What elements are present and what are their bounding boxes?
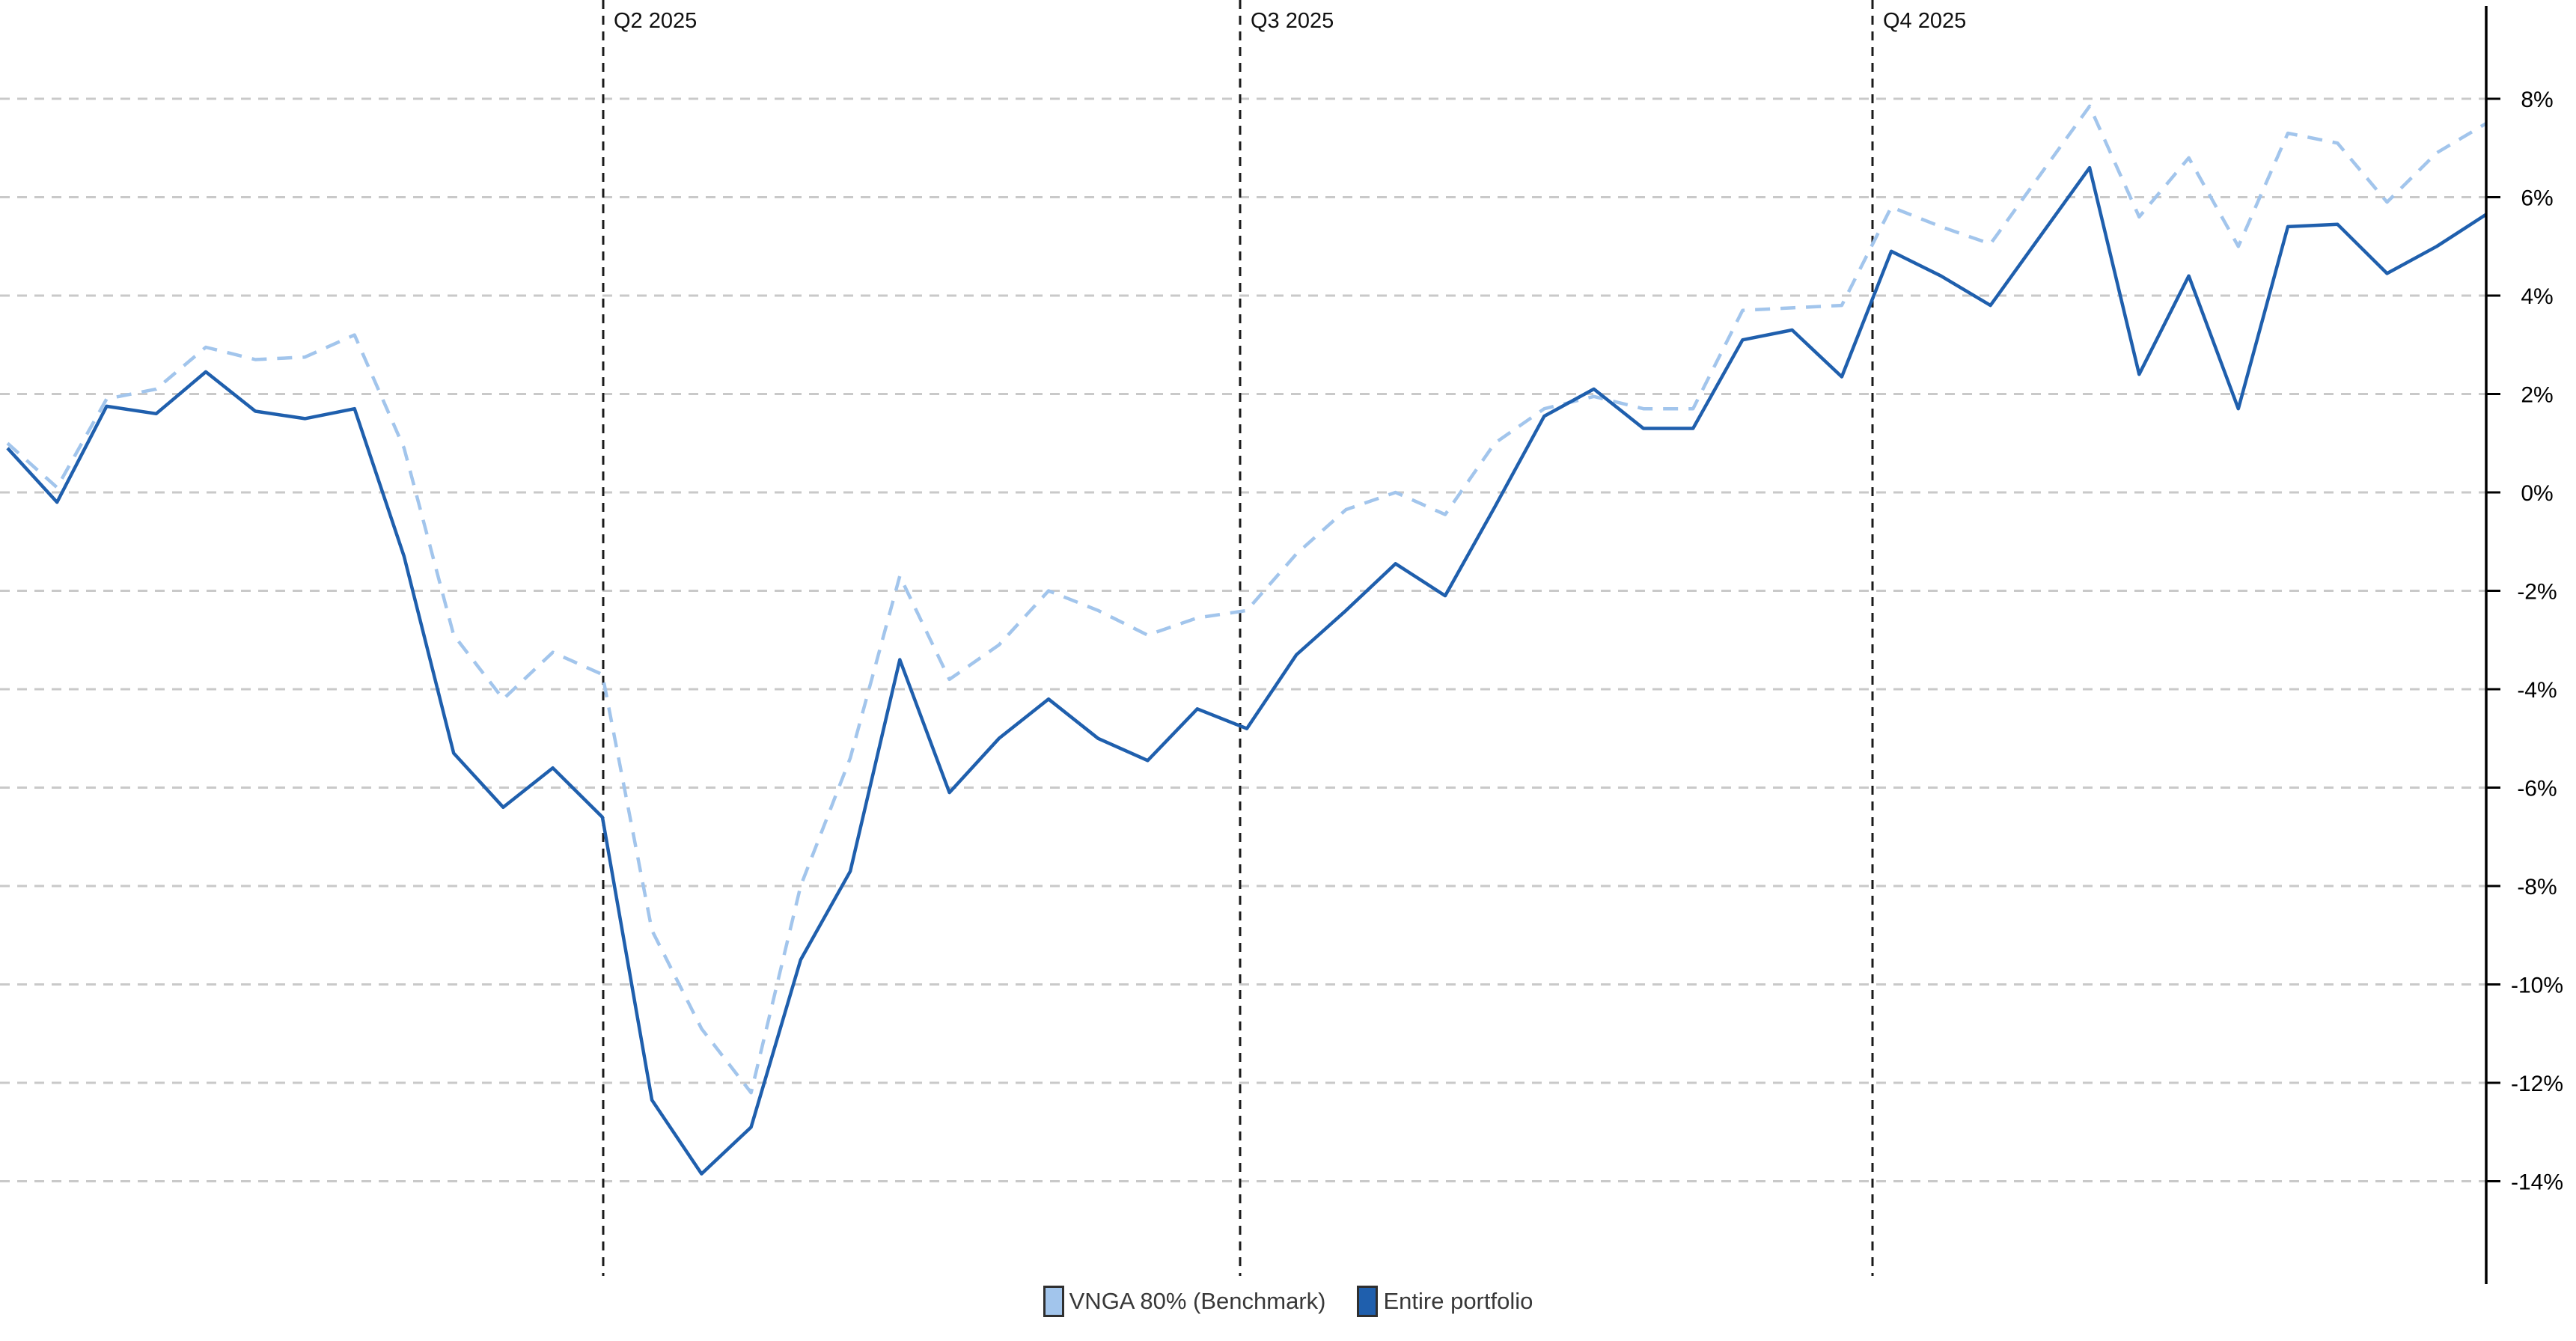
y-tick-label--10: -10% [2511,974,2563,998]
y-tick-label-4: 4% [2521,284,2553,309]
quarter-label-3: Q4 2025 [1883,9,1966,33]
y-tick-label--6: -6% [2517,777,2557,801]
portfolio-line [6,165,2488,1176]
y-tick-label--2: -2% [2517,580,2557,605]
legend-label-portfolio: Entire portfolio [1383,1288,1533,1314]
legend-item-portfolio: Entire portfolio [1357,1286,1533,1317]
legend-swatch-benchmark [1043,1286,1064,1317]
quarter-markers: Q2 2025 Q3 2025 Q4 2025 [602,0,1966,1276]
y-axis: 8% 6% 4% 2% 0% -2% -4% -6% -8% -10% -12% -14% [2485,6,2563,1284]
y-tick-label-8: 8% [2521,88,2553,112]
legend-swatch-portfolio [1357,1286,1379,1317]
series-lines [6,104,2488,1176]
y-tick-label-6: 6% [2521,186,2553,211]
y-tick-label--14: -14% [2511,1170,2563,1195]
benchmark-line [6,104,2488,1095]
legend-label-benchmark: VNGA 80% (Benchmark) [1069,1288,1326,1314]
chart-legend: VNGA 80% (Benchmark) Entire portfolio [0,1286,2576,1317]
y-tick-label--8: -8% [2517,875,2557,899]
legend-item-benchmark: VNGA 80% (Benchmark) [1043,1286,1326,1317]
y-tick-label-0: 0% [2521,481,2553,506]
quarter-label-2: Q3 2025 [1251,9,1334,33]
y-tick-label--12: -12% [2511,1072,2563,1096]
y-tick-label-2: 2% [2521,383,2553,408]
quarter-label-1: Q2 2025 [614,9,697,33]
y-tick-label--4: -4% [2517,678,2557,703]
